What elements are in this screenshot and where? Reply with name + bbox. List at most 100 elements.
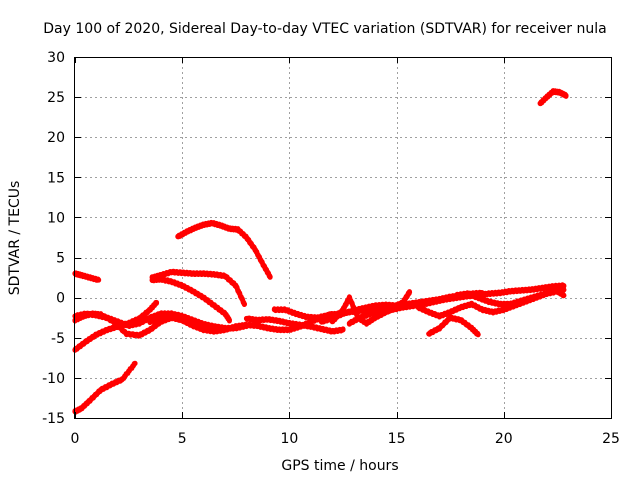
data-point (518, 298, 524, 304)
x-tick-label: 15 (388, 431, 406, 447)
x-tick-label: 5 (178, 431, 187, 447)
data-point (415, 304, 421, 310)
data-point (190, 323, 196, 329)
data-point (319, 319, 325, 325)
data-point (276, 327, 282, 333)
data-point (314, 315, 320, 321)
data-point (518, 287, 524, 293)
data-point (464, 291, 470, 297)
data-point (83, 311, 89, 317)
data-point (201, 295, 207, 301)
y-tick-label: 30 (47, 50, 65, 66)
y-tick-label: 15 (47, 170, 65, 186)
data-point (93, 312, 99, 318)
data-point (426, 331, 432, 337)
data-point (123, 331, 130, 337)
data-point (104, 327, 110, 333)
data-point (561, 292, 567, 298)
data-point (282, 307, 288, 313)
data-point (293, 311, 299, 317)
data-point (190, 288, 196, 294)
x-tick-label: 0 (71, 431, 80, 447)
series-line-arc-3 (72, 270, 102, 283)
data-point (226, 226, 232, 232)
data-point (78, 272, 84, 278)
data-point (297, 322, 303, 328)
data-point (201, 327, 207, 333)
data-point (179, 283, 185, 289)
data-point (475, 295, 481, 301)
data-point (149, 277, 155, 283)
data-point (529, 295, 535, 301)
y-tick-label: 5 (56, 251, 65, 267)
y-axis-title: SDTVAR / TECUs (7, 181, 23, 296)
data-point (372, 303, 378, 309)
axis-ticks (75, 57, 612, 419)
data-point (168, 269, 175, 275)
data-point (383, 302, 389, 308)
data-point (304, 314, 310, 320)
data-point (211, 328, 217, 334)
y-tick-label: -15 (42, 411, 65, 427)
data-point (469, 325, 475, 331)
data-point (115, 319, 121, 325)
data-point (235, 226, 241, 233)
data-point (222, 273, 228, 279)
data-point (265, 325, 271, 331)
data-point (222, 311, 228, 317)
data-point (400, 304, 406, 310)
data-point (83, 339, 89, 345)
data-point (201, 321, 207, 327)
data-series (72, 88, 569, 415)
data-point (126, 323, 132, 329)
data-point (218, 222, 224, 229)
data-point (406, 289, 413, 295)
y-tick-label: 25 (47, 90, 65, 106)
data-point (475, 332, 481, 338)
data-point (158, 276, 164, 282)
data-point (211, 323, 217, 330)
data-point (561, 287, 567, 293)
y-tick-label: -10 (42, 371, 65, 387)
data-point (93, 332, 99, 338)
data-point (158, 315, 164, 321)
data-point (340, 327, 346, 333)
data-point (329, 328, 335, 334)
x-axis-title: GPS time / hours (281, 458, 398, 474)
y-tick-label: 20 (47, 130, 65, 146)
data-point (340, 307, 346, 313)
data-point (209, 220, 215, 226)
series-line-arc-1 (72, 360, 138, 415)
data-point (507, 301, 513, 307)
data-point (201, 271, 207, 277)
data-point (544, 94, 550, 100)
data-point (201, 222, 207, 228)
data-point (447, 309, 453, 315)
data-point (276, 318, 282, 324)
data-point (496, 290, 503, 296)
data-point (346, 320, 352, 326)
y-tick-label: 0 (56, 291, 65, 307)
data-point (147, 327, 153, 333)
data-point (190, 271, 196, 277)
data-point (357, 315, 363, 321)
data-point (346, 295, 352, 301)
data-point (496, 301, 503, 307)
y-tick-label: -5 (51, 331, 65, 347)
data-point (436, 313, 443, 319)
data-point (243, 234, 250, 241)
data-point (469, 301, 475, 307)
data-point (286, 320, 292, 326)
plot-frame (74, 57, 612, 419)
x-tick-labels: 0 5 10 15 20 25 (71, 431, 620, 447)
data-point (267, 274, 273, 280)
data-point (486, 291, 492, 297)
data-point (226, 317, 232, 323)
data-point (436, 325, 443, 331)
data-point (98, 387, 104, 393)
x-tick-label: 25 (602, 431, 620, 447)
data-point (426, 309, 432, 315)
data-point (233, 283, 239, 289)
data-point (271, 307, 277, 313)
